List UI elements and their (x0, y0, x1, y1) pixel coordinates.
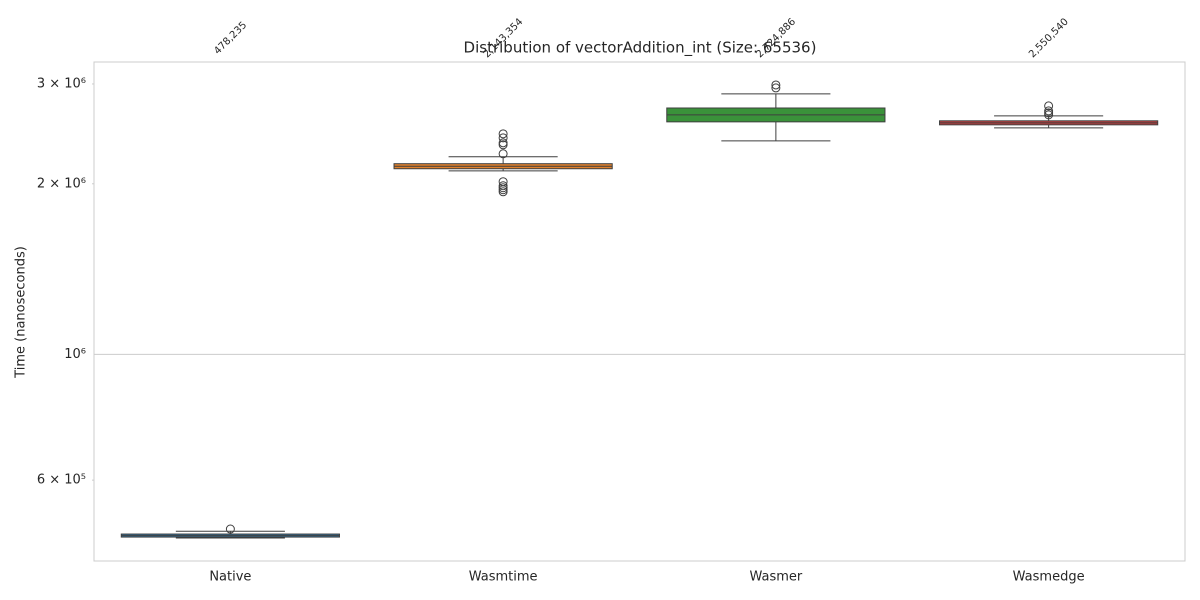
outlier (771, 80, 781, 90)
outlier (1044, 110, 1054, 120)
y-axis-label: Time (nanoseconds) (14, 246, 29, 379)
annotation: 2,550,540 (1027, 16, 1071, 60)
x-tick-label: Wasmtime (469, 570, 538, 585)
outlier (771, 83, 781, 93)
annotation: 478,235 (212, 20, 249, 57)
outlier (498, 133, 508, 143)
y-tick-label: 10⁶ (64, 347, 86, 362)
x-tick-label: Native (209, 570, 251, 585)
y-tick-label: 3 × 10⁶ (37, 76, 86, 91)
y-tick-label: 6 × 10⁵ (37, 473, 86, 488)
y-tick-label: 2 × 10⁶ (37, 176, 86, 191)
plot-frame (93, 61, 1186, 562)
outlier (498, 187, 508, 197)
outlier (1044, 101, 1054, 111)
outlier (498, 129, 508, 139)
x-tick-label: Wasmedge (1013, 570, 1085, 585)
outlier (225, 524, 235, 534)
outlier (498, 140, 508, 150)
x-tick-label: Wasmer (749, 570, 802, 585)
chart-title: Distribution of vectorAddition_int (Size… (464, 39, 817, 58)
outlier (498, 138, 508, 148)
outlier (498, 149, 508, 159)
